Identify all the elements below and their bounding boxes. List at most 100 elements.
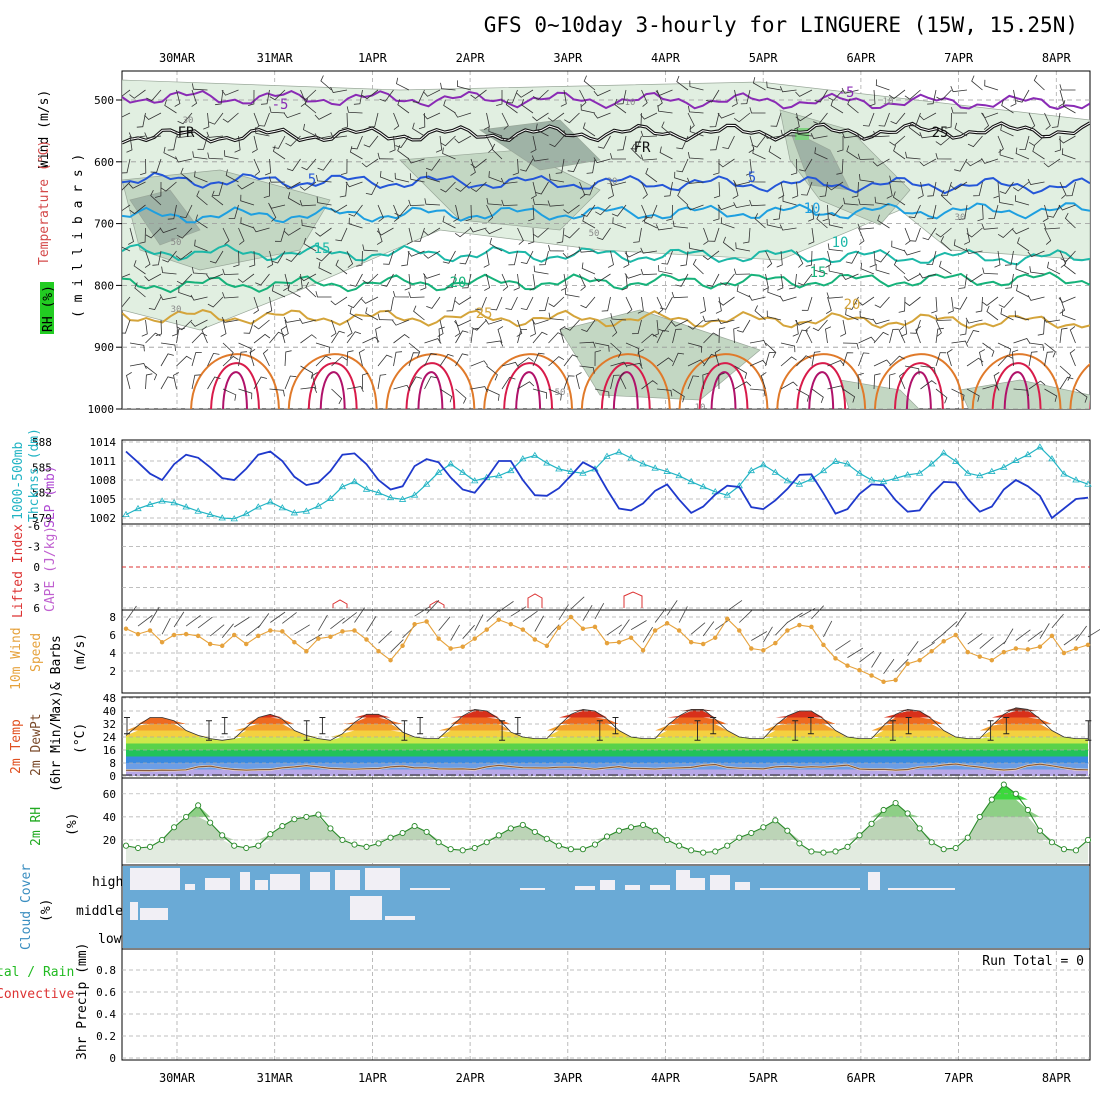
upper-wind-barb: [361, 89, 379, 100]
upper-wind-barb: [687, 359, 705, 367]
rh2m-line-marker: [603, 833, 611, 840]
upper-wind-barb: [234, 135, 241, 153]
upper-wind-barb: [579, 365, 595, 374]
upper-wind-barb: [858, 336, 876, 344]
wind10-barb: [246, 624, 261, 637]
upper-wind-barb: [709, 135, 720, 151]
rh2m-line-marker: [507, 825, 514, 832]
upper-wind-barb: [152, 250, 162, 266]
upper-wind-barb: [610, 319, 618, 337]
upper-wind-barb: [919, 112, 937, 121]
upper-wind-barb: [858, 227, 865, 245]
upper-wind-barb: [555, 158, 565, 174]
tick-label: 40: [103, 705, 116, 718]
run-total-label: Run Total = 0: [982, 954, 1084, 969]
upper-wind-barb: [575, 372, 582, 390]
date-label-bottom: 5APR: [749, 1071, 779, 1085]
upper-wind-barb: [779, 86, 797, 93]
upper-wind-barb: [191, 374, 201, 390]
upper-wind-barb: [516, 319, 523, 337]
upper-wind-barb: [213, 181, 224, 196]
isotherm-label: 15: [810, 265, 827, 281]
thickness-line-marker: [314, 502, 323, 509]
upper-wind-barb: [128, 181, 146, 189]
label-rh2m-units: (%): [65, 813, 80, 836]
upper-wind-barb: [520, 250, 534, 264]
wind10-barb: [342, 612, 357, 624]
upper-wind-barb: [813, 263, 828, 275]
upper-wind-barb: [532, 112, 549, 122]
rh2m-line-marker: [519, 821, 526, 829]
upper-wind-barb: [583, 181, 596, 196]
upper-wind-barb: [610, 313, 627, 321]
upper-wind-barb: [247, 89, 255, 106]
upper-wind-barb: [176, 273, 193, 285]
upper-wind-barb: [159, 227, 177, 234]
upper-wind-barb: [470, 89, 487, 100]
rh2m-line-marker: [567, 846, 574, 853]
upper-wind-barb: [579, 181, 586, 199]
wind10-barb: [318, 614, 328, 631]
upper-wind-barb: [754, 305, 766, 321]
upper-wind-barb: [145, 365, 158, 381]
wind10-barb: [799, 607, 816, 618]
upper-wind-barb: [888, 89, 906, 100]
rh2m-line-marker: [748, 829, 755, 837]
upper-wind-barb: [129, 363, 147, 369]
upper-wind-barb: [267, 250, 274, 268]
isotherm-label: 10: [804, 201, 821, 217]
upper-wind-barb: [180, 167, 193, 183]
isotherm-label: FR: [178, 125, 195, 141]
upper-wind-barb: [283, 227, 301, 236]
wind10-line-marker: [195, 633, 201, 639]
upper-wind-barb: [999, 181, 1014, 194]
rh2m-line-marker: [134, 844, 142, 852]
rh2m-line-marker: [423, 828, 430, 835]
thickness-line-marker: [290, 509, 299, 516]
upper-wind-barb: [238, 227, 245, 245]
upper-wind-barb: [346, 386, 364, 392]
upper-wind-barb: [752, 147, 766, 160]
upper-wind-barb: [238, 342, 252, 355]
upper-wind-barb: [207, 152, 224, 160]
cloud-high-bar: [676, 870, 690, 890]
upper-wind-barb: [1029, 266, 1045, 275]
upper-wind-barb: [268, 202, 286, 209]
upper-wind-barb: [383, 250, 394, 265]
wind10-barb: [1075, 625, 1087, 641]
upper-wind-barb: [919, 272, 937, 279]
isotherm-label: 10: [832, 235, 849, 251]
upper-wind-barb: [664, 181, 673, 197]
upper-wind-barb: [1037, 319, 1045, 336]
thickness-line-marker: [903, 471, 912, 478]
upper-wind-barb: [875, 250, 890, 263]
upper-wind-barb: [672, 388, 685, 403]
thickness-line-marker: [831, 457, 840, 464]
upper-wind-barb: [981, 296, 999, 307]
upper-wind-barb: [300, 365, 314, 379]
rh2m-line-marker: [555, 842, 562, 849]
upper-wind-barb: [392, 319, 410, 326]
pressure-tick-label: 700: [94, 218, 114, 231]
minmax-bar: [889, 720, 896, 741]
wind10-line-marker: [159, 639, 165, 645]
rh2m-panel: 60 40 20: [103, 781, 1092, 863]
upper-wind-barb: [122, 319, 131, 334]
wind10-line-marker: [676, 628, 682, 633]
thickness-line-marker: [651, 464, 659, 471]
upper-wind-barb: [874, 196, 890, 206]
upper-wind-barb: [454, 319, 472, 327]
rh2m-line-marker: [724, 842, 731, 849]
upper-wind-barb: [412, 89, 425, 104]
upper-wind-barb: [215, 89, 224, 106]
wind10-barb: [895, 658, 909, 673]
label-cloud: Cloud Cover: [19, 864, 34, 950]
isotherm-label: -5: [838, 85, 855, 101]
upper-wind-barb: [637, 296, 644, 314]
upper-wind-barb: [126, 372, 132, 390]
upper-wind-barb: [564, 227, 580, 239]
cloud-high-bar: [710, 875, 730, 890]
upper-wind-barb: [641, 89, 648, 107]
upper-wind-barb: [348, 204, 363, 217]
upper-wind-barb: [878, 112, 890, 127]
